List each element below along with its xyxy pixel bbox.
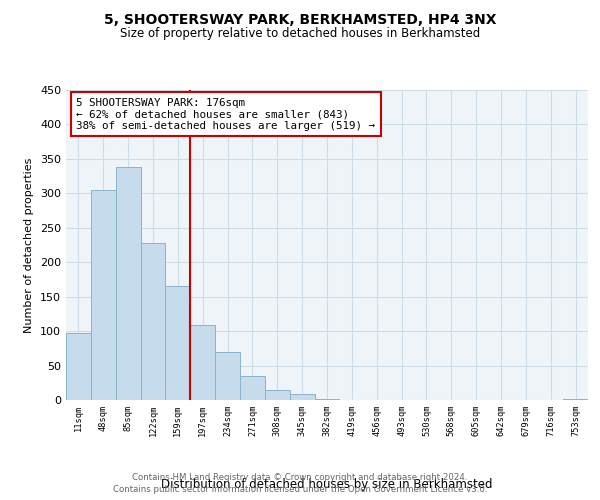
Bar [265,390,290,400]
Bar [140,243,166,400]
Bar [190,325,215,400]
Bar [91,190,116,400]
Bar [290,394,314,400]
Text: Size of property relative to detached houses in Berkhamsted: Size of property relative to detached ho… [120,28,480,40]
Text: Contains public sector information licensed under the Open Government Licence v3: Contains public sector information licen… [113,485,487,494]
Bar [66,333,91,400]
Y-axis label: Number of detached properties: Number of detached properties [25,158,34,332]
Bar [215,352,240,400]
Bar [166,286,190,400]
Text: Contains HM Land Registry data © Crown copyright and database right 2024.: Contains HM Land Registry data © Crown c… [132,472,468,482]
X-axis label: Distribution of detached houses by size in Berkhamsted: Distribution of detached houses by size … [161,478,493,491]
Bar [116,167,140,400]
Text: 5 SHOOTERSWAY PARK: 176sqm
← 62% of detached houses are smaller (843)
38% of sem: 5 SHOOTERSWAY PARK: 176sqm ← 62% of deta… [76,98,376,131]
Text: 5, SHOOTERSWAY PARK, BERKHAMSTED, HP4 3NX: 5, SHOOTERSWAY PARK, BERKHAMSTED, HP4 3N… [104,12,496,26]
Bar [240,376,265,400]
Bar [314,398,340,400]
Bar [563,398,588,400]
